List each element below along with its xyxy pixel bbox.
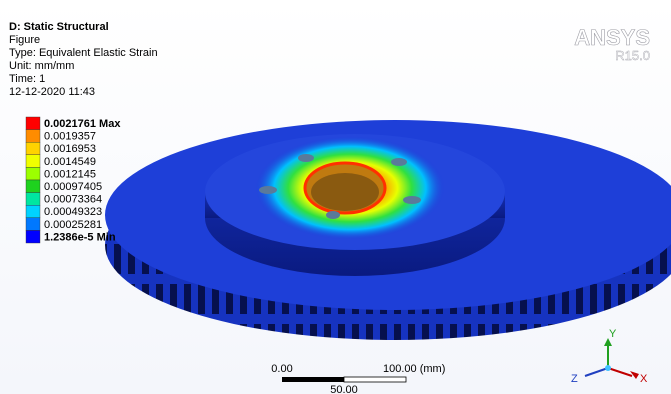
header-line: 12-12-2020 11:43 <box>9 86 95 98</box>
legend-swatch <box>26 180 40 193</box>
legend-label: 0.00073364 <box>44 194 102 206</box>
axis-label: Z <box>571 373 578 385</box>
header-line: Type: Equivalent Elastic Strain <box>9 47 158 59</box>
legend-label: 0.00049323 <box>44 206 102 218</box>
legend-label: 0.0019357 <box>44 131 96 143</box>
model <box>105 120 671 340</box>
legend-swatch <box>26 230 40 243</box>
legend-label: 0.0016953 <box>44 143 96 155</box>
logo: ANSYS <box>574 25 650 50</box>
legend-swatch <box>26 142 40 155</box>
axis-label: Y <box>609 328 617 340</box>
scale-mid: 50.00 <box>330 384 358 394</box>
header-title: D: Static Structural <box>9 21 109 33</box>
legend-swatch <box>26 117 40 130</box>
legend-label: 0.00025281 <box>44 219 102 231</box>
legend-label: 0.0014549 <box>44 156 96 168</box>
header-line: Figure <box>9 34 40 46</box>
legend-label: 0.0021761 Max <box>44 118 121 130</box>
legend-label: 1.2386e-5 Min <box>44 231 116 243</box>
legend-swatch <box>26 205 40 218</box>
legend-swatch <box>26 218 40 231</box>
scale-start: 0.00 <box>271 363 292 375</box>
legend-swatch <box>26 155 40 168</box>
legend-label: 0.00097405 <box>44 181 102 193</box>
scale-end: 100.00 (mm) <box>383 363 445 375</box>
legend-swatch <box>26 167 40 180</box>
legend-swatch <box>26 193 40 206</box>
scale-segment <box>344 377 406 382</box>
hole-depth <box>311 173 379 211</box>
legend-label: 0.0012145 <box>44 168 96 180</box>
header-line: Unit: mm/mm <box>9 60 74 72</box>
scale-segment <box>282 377 344 382</box>
axis-label: X <box>640 373 648 385</box>
legend-swatch <box>26 130 40 143</box>
logo-version: R15.0 <box>615 48 650 63</box>
viewport: D: Static Structural Figure Type: Equiva… <box>0 0 671 394</box>
header-line: Time: 1 <box>9 73 45 85</box>
